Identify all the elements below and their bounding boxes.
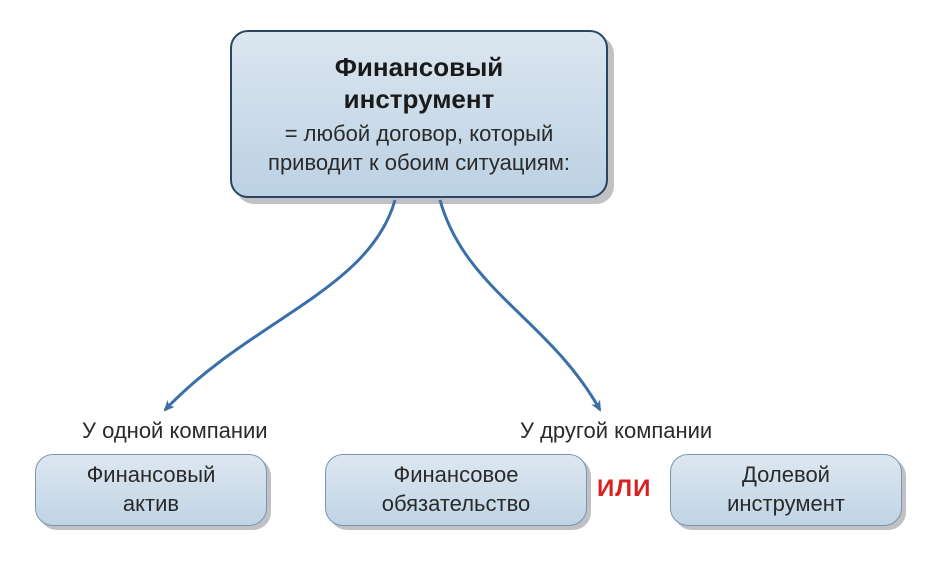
node-a-line2: актив [123,490,179,519]
label-left: У одной компании [82,418,268,444]
top-node-description: = любой договор, который приводит к обои… [256,120,582,177]
separator-or: ИЛИ [597,475,651,503]
node-financial-liability: Финансовое обязательство [325,454,587,526]
arrow-left [165,200,395,410]
node-equity-instrument: Долевой инструмент [670,454,902,526]
top-node-title: Финансовый инструмент [256,51,582,116]
top-node: Финансовый инструмент = любой договор, к… [230,30,608,198]
node-c-line1: Долевой [742,461,830,490]
node-b-line2: обязательство [382,490,531,519]
node-b-line1: Финансовое [394,461,519,490]
label-right: У другой компании [520,418,712,444]
arrow-right [440,200,600,410]
node-a-line1: Финансовый [87,461,216,490]
node-c-line2: инструмент [727,490,845,519]
node-financial-asset: Финансовый актив [35,454,267,526]
